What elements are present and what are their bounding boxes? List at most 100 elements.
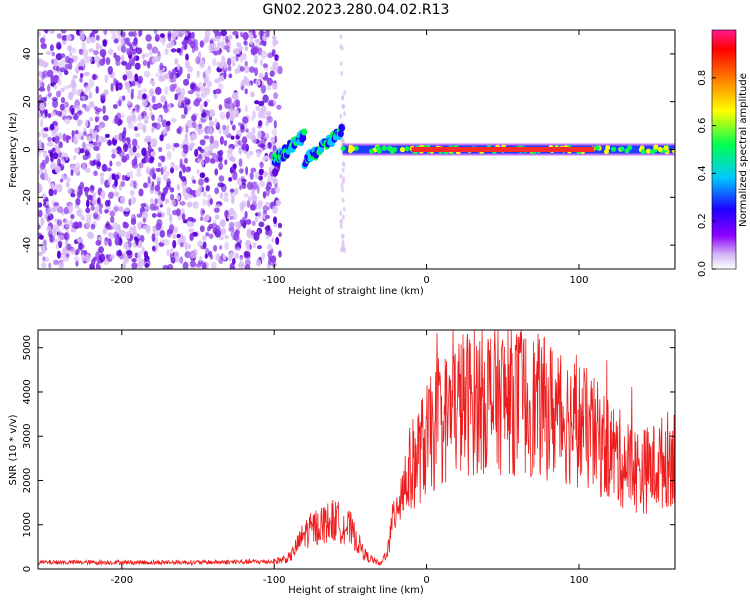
heatmap-noise-cell xyxy=(79,30,85,35)
heatmap-noise-cell xyxy=(232,62,236,67)
heatmap-noise-cell xyxy=(66,243,72,251)
heatmap-noise-cell xyxy=(121,113,125,119)
heatmap-noise-cell xyxy=(125,62,132,70)
heatmap-noise-cell xyxy=(86,231,93,238)
heatmap-noise-cell xyxy=(258,221,265,228)
heatmap-noise-cell xyxy=(124,207,130,212)
heatmap-noise-cell xyxy=(83,131,87,137)
heatmap-noise-cell xyxy=(200,158,205,167)
heatmap-noise-cell xyxy=(52,224,60,233)
heatmap-noise-cell xyxy=(51,147,56,152)
heatmap-noise-cell xyxy=(63,85,70,90)
heatmap-noise-cell xyxy=(106,167,112,172)
heatmap-noise-cell xyxy=(128,31,135,37)
heatmap-noise-cell xyxy=(260,137,267,145)
heatmap-noise-cell xyxy=(195,56,201,65)
heatmap-noise-cell xyxy=(114,236,120,246)
heatmap-noise-cell xyxy=(243,193,249,198)
heatmap-noise-cell xyxy=(146,43,153,51)
heatmap-noise-cell xyxy=(83,71,90,77)
heatmap-noise-cell xyxy=(200,207,205,217)
heatmap-noise-cell xyxy=(152,56,157,64)
heatmap-noise-cell xyxy=(165,198,170,204)
heatmap-noise-cell xyxy=(271,82,278,90)
heatmap-noise-cell xyxy=(152,103,159,111)
heatmap-noise-cell xyxy=(277,222,283,229)
colorbar-tick-label: 0.2 xyxy=(697,213,708,229)
heatmap-noise-cell xyxy=(232,124,236,131)
heatmap-noise-cell xyxy=(191,218,197,223)
heatmap-noise-cell xyxy=(195,189,202,197)
heatmap-noise-cell xyxy=(159,62,164,71)
heatmap-noise-cell xyxy=(47,176,51,184)
heatmap-noise-cell xyxy=(132,41,137,46)
heatmap-noise-cell xyxy=(181,163,185,171)
heatmap-noise-cell xyxy=(65,181,70,188)
heatmap-noise-cell xyxy=(172,233,177,239)
heatmap-noise-cell xyxy=(55,146,61,154)
heatmap-noise-cell xyxy=(38,132,41,138)
heatmap-noise-cell xyxy=(252,46,259,55)
heatmap-noise-cell xyxy=(89,160,94,165)
heatmap-noise-cell xyxy=(237,262,245,269)
heatmap-noise-cell xyxy=(111,33,117,40)
heatmap-noise-cell xyxy=(230,135,235,140)
heatmap-noise-cell xyxy=(264,226,271,232)
heatmap-noise-cell xyxy=(235,135,241,140)
bottom-y-tick-label: 5000 xyxy=(22,335,33,360)
heatmap-noise-cell xyxy=(110,254,115,260)
heatmap-noise-cell xyxy=(74,147,80,153)
heatmap-noise-cell xyxy=(211,261,217,269)
heatmap-noise-cell xyxy=(219,136,224,145)
heatmap-noise-cell xyxy=(267,52,274,59)
heatmap-noise-cell xyxy=(139,261,145,267)
heatmap-noise-cell xyxy=(75,104,81,112)
heatmap-noise-cell xyxy=(252,110,256,119)
heatmap-noise-cell xyxy=(161,119,168,128)
heatmap-noise-cell xyxy=(209,198,213,205)
heatmap-noise-cell xyxy=(136,47,143,55)
heatmap-noise-cell xyxy=(145,135,152,143)
heatmap-noise-cell xyxy=(244,60,248,68)
heatmap-noise-cell xyxy=(138,31,142,37)
heatmap-noise-cell xyxy=(151,213,157,218)
heatmap-noise-cell xyxy=(46,207,52,216)
heatmap-noise-cell xyxy=(82,162,86,172)
heatmap-band-cell xyxy=(376,148,382,154)
heatmap-noise-cell xyxy=(218,61,224,69)
heatmap-noise-cell xyxy=(100,176,104,185)
heatmap-noise-cell xyxy=(111,153,116,159)
heatmap-noise-cell xyxy=(223,192,229,198)
heatmap-noise-cell xyxy=(50,74,55,84)
heatmap-noise-cell xyxy=(110,216,115,224)
heatmap-noise-cell xyxy=(234,143,239,148)
heatmap-noise-cell xyxy=(66,34,72,42)
heatmap-noise-cell xyxy=(217,150,220,157)
heatmap-noise-cell xyxy=(189,260,196,268)
heatmap-marks xyxy=(38,30,675,269)
heatmap-noise-cell xyxy=(79,77,83,83)
heatmap-streak-cell xyxy=(343,111,347,117)
heatmap-noise-cell xyxy=(184,251,191,259)
heatmap-noise-cell xyxy=(129,189,135,196)
heatmap-noise-cell xyxy=(202,71,206,79)
heatmap-noise-cell xyxy=(105,57,111,66)
heatmap-streak-cell xyxy=(340,245,344,251)
heatmap-noise-cell xyxy=(40,217,45,226)
heatmap-noise-cell xyxy=(117,84,122,90)
heatmap-noise-cell xyxy=(222,124,227,130)
heatmap-noise-cell xyxy=(86,199,90,209)
heatmap-noise-cell xyxy=(195,97,202,103)
heatmap-noise-cell xyxy=(61,34,68,41)
heatmap-noise-cell xyxy=(126,250,133,256)
heatmap-noise-cell xyxy=(267,244,273,251)
heatmap-noise-cell xyxy=(71,82,77,90)
heatmap-noise-cell xyxy=(151,126,155,133)
heatmap-noise-cell xyxy=(223,45,230,50)
heatmap-noise-cell xyxy=(70,169,74,177)
heatmap-noise-cell xyxy=(93,145,100,151)
top-x-tick-label: -100 xyxy=(263,275,286,286)
heatmap-noise-cell xyxy=(184,133,189,141)
heatmap-noise-cell xyxy=(216,41,222,49)
heatmap-noise-cell xyxy=(92,191,97,199)
